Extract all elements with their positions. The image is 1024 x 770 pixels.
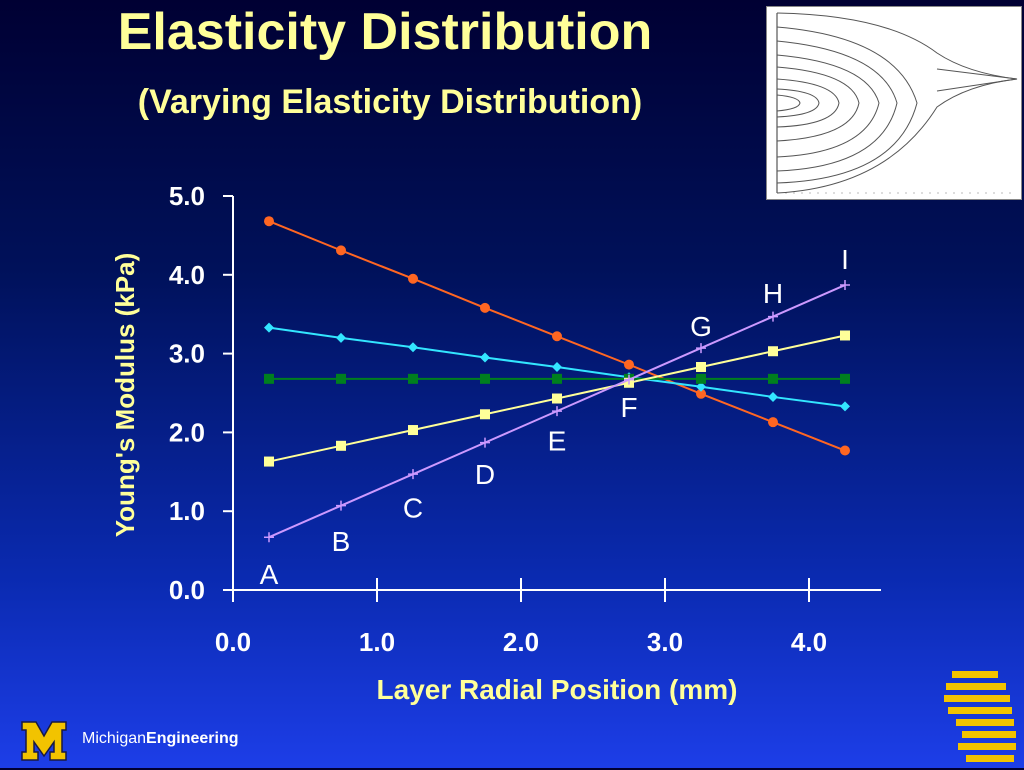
data-point [696, 361, 706, 372]
point-label-i: I [841, 244, 849, 275]
point-label-c: C [403, 492, 423, 523]
point-label-a: A [260, 559, 279, 590]
data-point [336, 245, 346, 256]
brand-light: Michigan [82, 730, 147, 747]
data-point [336, 373, 346, 384]
data-point [264, 373, 274, 384]
eye-layer-diagram [766, 6, 1022, 200]
data-point [408, 273, 418, 284]
data-point [696, 343, 706, 354]
point-label-g: G [690, 311, 712, 342]
data-point [840, 373, 850, 384]
y-tick-label: 3.0 [169, 339, 205, 369]
data-point [408, 373, 418, 384]
point-label-b: B [332, 526, 351, 557]
data-point [840, 401, 850, 412]
data-point [768, 346, 778, 357]
x-axis-title: Layer Radial Position (mm) [377, 674, 738, 705]
data-point [336, 440, 346, 451]
data-point [768, 373, 778, 384]
data-point [768, 417, 778, 428]
data-point [408, 342, 418, 353]
data-point [480, 302, 490, 313]
slide-subtitle: (Varying Elasticity Distribution) [137, 83, 643, 121]
data-point [840, 330, 850, 341]
eye-layer-diagram-svg [776, 12, 1018, 194]
data-point [552, 373, 562, 384]
data-point [552, 331, 562, 342]
data-point [264, 322, 274, 333]
x-tick-label: 4.0 [791, 627, 827, 657]
data-point [552, 406, 562, 417]
brand-bold: Engineering [146, 730, 239, 747]
y-tick-label: 0.0 [169, 575, 205, 605]
michigan-block-m-logo [16, 718, 72, 762]
data-point [480, 352, 490, 363]
slide-title: Elasticity Distribution [117, 3, 653, 61]
data-point [264, 456, 274, 467]
data-point [624, 374, 634, 385]
data-point [408, 425, 418, 436]
data-point [696, 381, 706, 392]
data-point [768, 391, 778, 402]
data-point [408, 469, 418, 480]
data-point [696, 373, 706, 384]
data-point [264, 216, 274, 227]
data-point [336, 500, 346, 511]
y-tick-label: 4.0 [169, 260, 205, 290]
x-tick-label: 3.0 [647, 627, 683, 657]
data-point [480, 373, 490, 384]
data-point [336, 332, 346, 343]
data-point [624, 359, 634, 370]
y-tick-label: 1.0 [169, 496, 205, 526]
x-tick-label: 0.0 [215, 627, 251, 657]
point-label-h: H [763, 278, 783, 309]
y-tick-label: 5.0 [169, 181, 205, 211]
data-point [480, 409, 490, 420]
point-label-e: E [548, 425, 567, 456]
data-point [552, 393, 562, 404]
data-point [840, 280, 850, 291]
state-outline-logo [940, 665, 1020, 765]
y-tick-label: 2.0 [169, 417, 205, 447]
point-label-f: F [620, 392, 637, 423]
data-point [264, 532, 274, 543]
x-tick-label: 1.0 [359, 627, 395, 657]
michigan-engineering-wordmark: MichiganEngineering [82, 730, 238, 748]
data-point [840, 445, 850, 456]
data-point [768, 311, 778, 322]
data-point [480, 437, 490, 448]
point-label-d: D [475, 459, 495, 490]
y-axis-title: Young's Modulus (kPa) [110, 253, 140, 537]
x-tick-label: 2.0 [503, 627, 539, 657]
data-point [696, 388, 706, 399]
data-point [552, 361, 562, 372]
